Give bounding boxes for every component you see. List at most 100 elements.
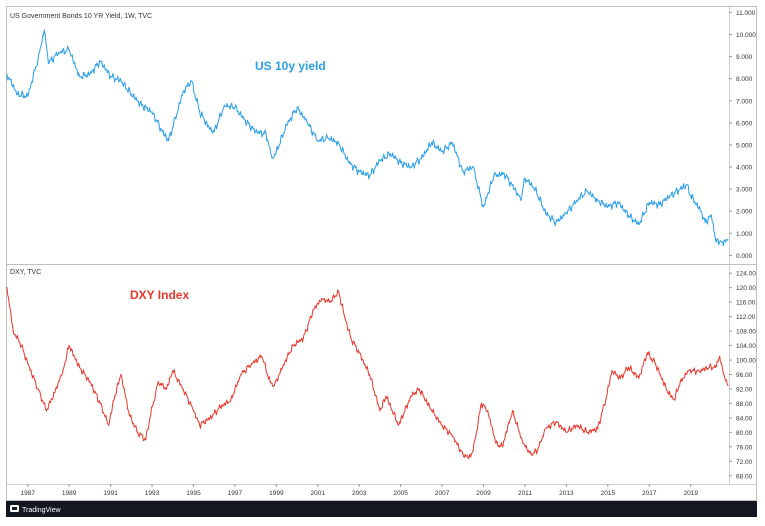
yield-data-point: [255, 131, 256, 132]
yield-data-point: [131, 94, 132, 95]
dxy-data-point: [647, 352, 648, 353]
dxy-data-point: [321, 298, 322, 299]
dxy-data-point: [193, 410, 194, 411]
yield-data-point: [245, 120, 246, 121]
y-tick-label: 84.00: [736, 415, 753, 422]
y-tick-label: 11.000: [736, 10, 756, 17]
dxy-data-point: [330, 302, 331, 303]
yield-data-point: [191, 80, 192, 81]
yield-data-point: [265, 133, 266, 134]
dxy-data-point: [313, 309, 314, 310]
x-tick-label: 1999: [269, 490, 284, 497]
dxy-data-point: [495, 443, 496, 444]
y-tick-label: 104.00: [736, 343, 756, 350]
dxy-data-point: [172, 370, 173, 371]
yield-data-point: [79, 76, 80, 77]
dxy-data-point: [398, 425, 399, 426]
yield-data-point: [348, 162, 349, 163]
dxy-data-point: [638, 378, 639, 379]
y-tick-label: 76.00: [736, 444, 753, 451]
dxy-data-point: [46, 410, 47, 411]
y-tick-label: 5.000: [736, 142, 753, 149]
yield-data-point: [628, 215, 629, 216]
dxy-data-point: [698, 370, 699, 371]
y-tick-label: 124.00: [736, 271, 756, 278]
dxy-data-point: [605, 399, 606, 400]
dxy-data-point: [719, 356, 720, 357]
yield-data-point: [587, 191, 588, 192]
yield-data-point: [162, 131, 163, 132]
yield-data-point: [410, 166, 411, 167]
yield-data-point: [680, 189, 681, 190]
yield-data-point: [690, 195, 691, 196]
dxy-data-point: [199, 425, 200, 426]
yield-data-point: [400, 162, 401, 163]
yield-data-point: [421, 158, 422, 159]
dxy-data-point: [566, 432, 567, 433]
yield-data-point: [89, 74, 90, 75]
dxy-data-point: [13, 331, 14, 332]
dxy-data-point: [620, 378, 621, 379]
dxy-data-point: [230, 399, 231, 400]
dxy-annotation: DXY Index: [130, 288, 189, 302]
y-tick-label: 100.00: [736, 358, 756, 365]
dxy-data-point: [274, 385, 275, 386]
dxy-data-point: [576, 425, 577, 426]
footer-bar: [6, 501, 757, 517]
yield-data-point: [686, 184, 687, 185]
yield-data-point: [715, 239, 716, 240]
y-tick-label: 68.00: [736, 473, 753, 480]
yield-data-point: [214, 131, 215, 132]
dxy-data-point: [709, 367, 710, 368]
yield-data-point: [493, 175, 494, 176]
x-tick-label: 1987: [20, 490, 35, 497]
dxy-data-point: [655, 363, 656, 364]
y-tick-label: 2.000: [736, 209, 753, 216]
dxy-data-point: [688, 370, 689, 371]
x-tick-label: 2011: [518, 490, 532, 497]
yield-data-point: [442, 151, 443, 152]
y-tick-label: 10.000: [736, 32, 756, 39]
yield-data-point: [566, 213, 567, 214]
dxy-data-point: [531, 454, 532, 455]
dxy-data-point: [512, 410, 513, 411]
dxy-data-point: [431, 410, 432, 411]
dxy-data-point: [473, 450, 474, 451]
footer-logo-text: TradingView: [22, 507, 61, 514]
yield-data-point: [576, 200, 577, 201]
dxy-data-point: [462, 454, 463, 455]
y-tick-label: 72.00: [736, 459, 753, 466]
dxy-data-point: [727, 385, 728, 386]
y-tick-label: 112.00: [736, 314, 756, 321]
y-tick-label: 0.000: [736, 253, 753, 260]
dxy-data-point: [27, 363, 28, 364]
dxy-data-point: [442, 425, 443, 426]
top-pane-title: US Government Bonds 10 YR Yield, 1W, TVC: [10, 13, 152, 20]
dxy-data-point: [38, 388, 39, 389]
yield-data-point: [172, 127, 173, 128]
dxy-data-point: [715, 367, 716, 368]
yield-data-point: [38, 58, 39, 59]
yield-data-point: [234, 107, 235, 108]
yield-data-point: [297, 107, 298, 108]
dxy-data-point: [209, 417, 210, 418]
yield-data-point: [27, 96, 28, 97]
yield-data-point: [483, 206, 484, 207]
y-tick-label: 7.000: [736, 98, 753, 105]
dxy-data-point: [410, 396, 411, 397]
dxy-data-point: [251, 363, 252, 364]
y-tick-label: 108.00: [736, 329, 756, 336]
dxy-data-point: [680, 381, 681, 382]
dxy-data-point: [587, 432, 588, 433]
dxy-data-point: [350, 338, 351, 339]
yield-data-point: [701, 211, 702, 212]
tradingview-logo-icon: [10, 505, 19, 512]
yield-data-point: [209, 129, 210, 130]
x-tick-label: 2013: [559, 490, 574, 497]
yield-data-point: [359, 171, 360, 172]
yield-data-point: [638, 224, 639, 225]
yield-data-point: [520, 200, 521, 201]
dxy-data-point: [54, 392, 55, 393]
yield-data-point: [100, 60, 101, 61]
x-tick-label: 1989: [62, 490, 77, 497]
